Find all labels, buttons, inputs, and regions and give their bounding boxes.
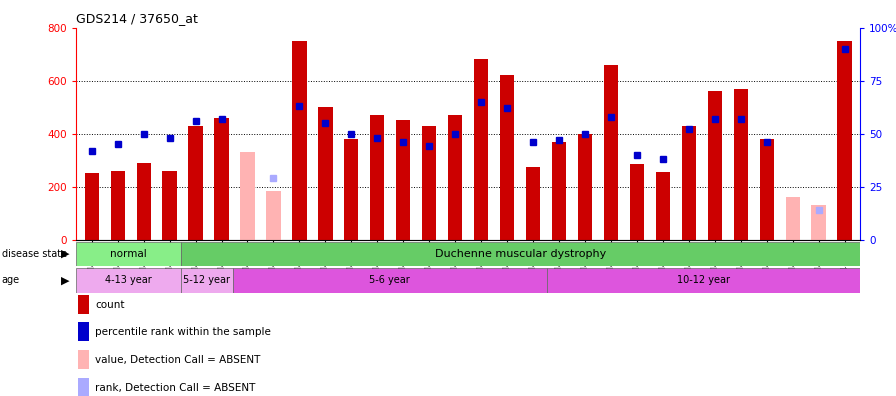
Bar — [422, 126, 436, 240]
Text: percentile rank within the sample: percentile rank within the sample — [95, 327, 271, 337]
Bar — [812, 205, 826, 240]
Text: disease state: disease state — [2, 249, 67, 259]
Bar — [604, 65, 618, 240]
Text: value, Detection Call = ABSENT: value, Detection Call = ABSENT — [95, 355, 261, 365]
Text: 10-12 year: 10-12 year — [676, 275, 730, 286]
Text: 4-13 year: 4-13 year — [105, 275, 151, 286]
Bar — [708, 91, 722, 240]
Bar — [500, 75, 514, 240]
Bar — [474, 59, 488, 240]
Text: ▶: ▶ — [61, 249, 69, 259]
Bar — [136, 163, 151, 240]
Text: Duchenne muscular dystrophy: Duchenne muscular dystrophy — [435, 249, 606, 259]
Text: rank, Detection Call = ABSENT: rank, Detection Call = ABSENT — [95, 383, 255, 393]
Bar — [78, 322, 90, 341]
Bar — [682, 126, 696, 240]
Bar — [656, 172, 670, 240]
Bar — [552, 142, 566, 240]
Bar — [233, 268, 547, 293]
Bar — [318, 107, 332, 240]
Bar — [838, 41, 852, 240]
Bar — [110, 171, 125, 240]
Bar — [370, 115, 384, 240]
Bar — [214, 118, 228, 240]
Bar — [181, 268, 233, 293]
Bar — [344, 139, 358, 240]
Bar — [630, 164, 644, 240]
Bar — [448, 115, 462, 240]
Bar — [162, 171, 177, 240]
Text: 5-12 year: 5-12 year — [184, 275, 230, 286]
Bar — [526, 167, 540, 240]
Bar — [734, 89, 748, 240]
Bar — [396, 120, 410, 240]
Bar — [78, 350, 90, 369]
Bar — [84, 173, 99, 240]
Bar — [76, 242, 181, 266]
Bar — [188, 126, 202, 240]
Text: age: age — [2, 275, 20, 286]
Bar — [578, 133, 592, 240]
Bar — [78, 295, 90, 314]
Bar — [181, 242, 860, 266]
Bar — [76, 268, 181, 293]
Text: GDS214 / 37650_at: GDS214 / 37650_at — [76, 12, 198, 25]
Text: normal: normal — [110, 249, 147, 259]
Bar — [78, 378, 90, 396]
Text: ▶: ▶ — [61, 275, 69, 286]
Bar — [760, 139, 774, 240]
Text: 5-6 year: 5-6 year — [369, 275, 410, 286]
Bar — [240, 152, 254, 240]
Bar — [547, 268, 860, 293]
Bar — [266, 190, 280, 240]
Bar — [786, 197, 800, 240]
Text: count: count — [95, 299, 125, 310]
Bar — [292, 41, 306, 240]
